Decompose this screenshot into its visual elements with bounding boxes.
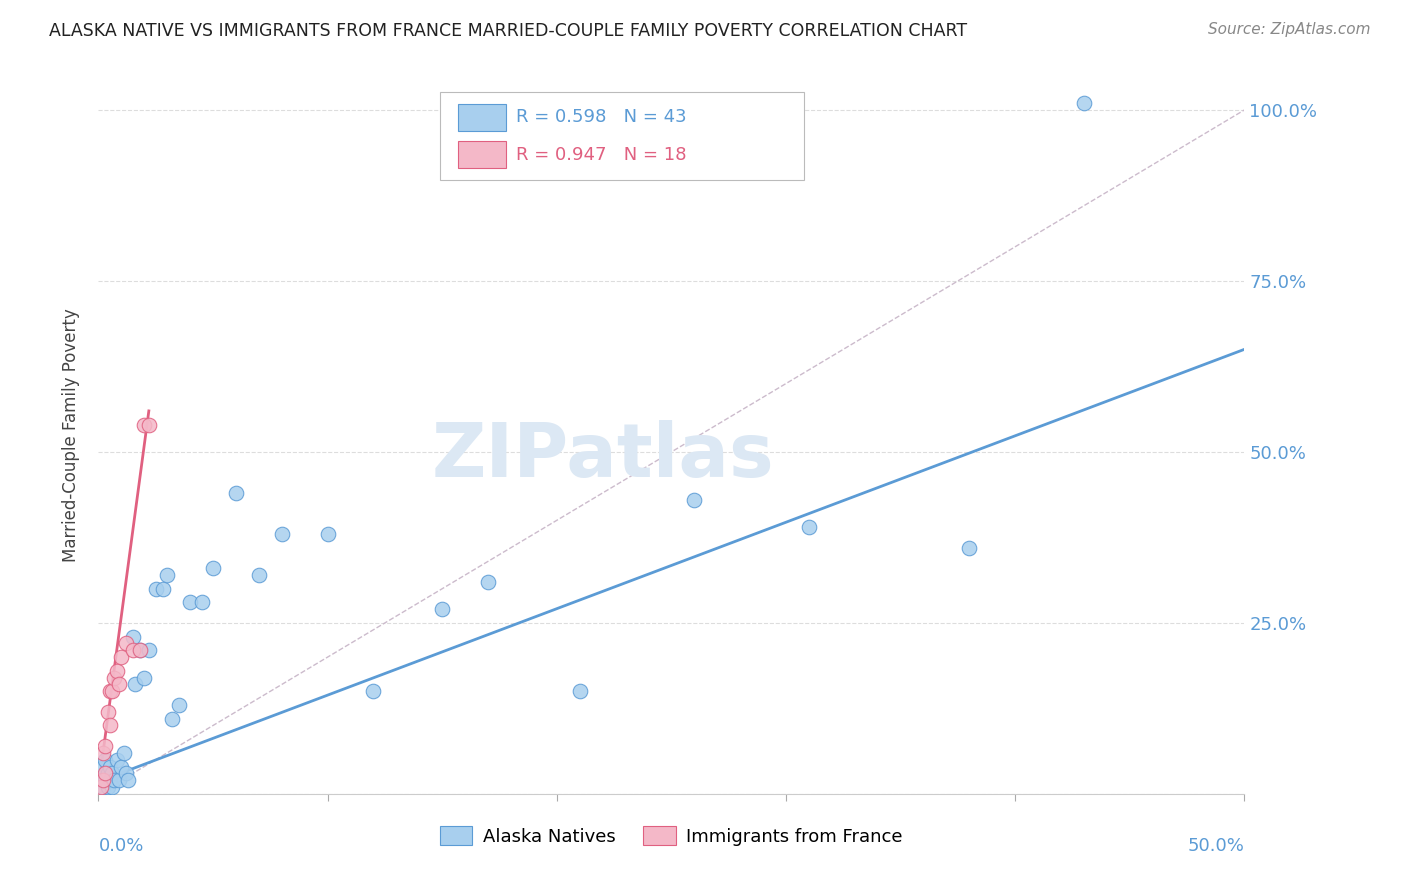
Point bbox=[91, 746, 114, 760]
Point bbox=[91, 780, 114, 794]
Point bbox=[179, 595, 201, 609]
Point bbox=[90, 780, 112, 794]
Point bbox=[110, 650, 132, 665]
Point bbox=[167, 698, 190, 712]
Point bbox=[97, 766, 120, 780]
Point bbox=[225, 486, 247, 500]
Point bbox=[112, 746, 135, 760]
Point bbox=[90, 773, 112, 788]
Point bbox=[115, 766, 138, 780]
Point bbox=[124, 677, 146, 691]
Point bbox=[957, 541, 980, 555]
Point bbox=[108, 773, 131, 788]
Point bbox=[568, 684, 591, 698]
Y-axis label: Married-Couple Family Poverty: Married-Couple Family Poverty bbox=[62, 308, 80, 562]
Point bbox=[101, 780, 124, 794]
Point bbox=[430, 602, 453, 616]
Point bbox=[103, 671, 125, 685]
Point bbox=[270, 527, 292, 541]
Point bbox=[128, 643, 150, 657]
Point bbox=[110, 759, 132, 773]
Point bbox=[105, 664, 128, 678]
Text: Source: ZipAtlas.com: Source: ZipAtlas.com bbox=[1208, 22, 1371, 37]
Point bbox=[190, 595, 212, 609]
Point bbox=[316, 527, 339, 541]
Point bbox=[121, 643, 143, 657]
Point bbox=[121, 630, 143, 644]
Point bbox=[98, 684, 121, 698]
Point bbox=[98, 718, 121, 732]
Point bbox=[98, 759, 121, 773]
Text: R = 0.598   N = 43: R = 0.598 N = 43 bbox=[516, 109, 686, 127]
Point bbox=[97, 705, 120, 719]
Point bbox=[247, 568, 270, 582]
Point bbox=[363, 684, 385, 698]
Point bbox=[94, 773, 117, 788]
Point bbox=[98, 773, 121, 788]
Point bbox=[117, 773, 139, 788]
Point bbox=[477, 574, 499, 589]
Point bbox=[152, 582, 174, 596]
Point bbox=[115, 636, 138, 650]
Point bbox=[145, 582, 167, 596]
Point bbox=[103, 773, 125, 788]
Text: ZIPatlas: ZIPatlas bbox=[432, 420, 773, 493]
Point bbox=[101, 684, 124, 698]
Point bbox=[160, 712, 183, 726]
Point bbox=[683, 492, 706, 507]
Point bbox=[108, 677, 131, 691]
Point bbox=[128, 643, 150, 657]
Point bbox=[134, 671, 156, 685]
Point bbox=[138, 417, 160, 432]
Point bbox=[156, 568, 179, 582]
Text: ALASKA NATIVE VS IMMIGRANTS FROM FRANCE MARRIED-COUPLE FAMILY POVERTY CORRELATIO: ALASKA NATIVE VS IMMIGRANTS FROM FRANCE … bbox=[49, 22, 967, 40]
Point bbox=[97, 780, 120, 794]
Point bbox=[134, 417, 156, 432]
Point bbox=[1073, 96, 1095, 111]
Point bbox=[91, 773, 114, 788]
Text: R = 0.947   N = 18: R = 0.947 N = 18 bbox=[516, 145, 686, 163]
Point bbox=[94, 766, 117, 780]
Point bbox=[91, 759, 114, 773]
Legend: Alaska Natives, Immigrants from France: Alaska Natives, Immigrants from France bbox=[433, 819, 910, 853]
Point bbox=[101, 766, 124, 780]
Point bbox=[105, 753, 128, 767]
Point bbox=[94, 739, 117, 753]
Text: 0.0%: 0.0% bbox=[98, 837, 143, 855]
Point bbox=[138, 643, 160, 657]
Point bbox=[797, 520, 820, 534]
Text: 50.0%: 50.0% bbox=[1188, 837, 1244, 855]
Point bbox=[202, 561, 225, 575]
Point bbox=[94, 753, 117, 767]
